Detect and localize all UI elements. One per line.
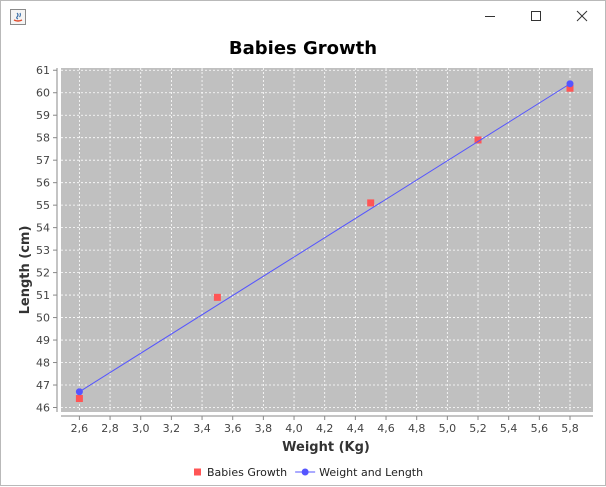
x-axis-label: Weight (Kg) (282, 440, 370, 455)
y-tick-label: 46 (36, 402, 50, 415)
y-tick-label: 52 (36, 267, 50, 280)
chart-panel: Babies Growth 2,6 2,8 3,0 3,2 3,4 3,6 3,8 4,0 4,… (4, 32, 602, 483)
x-tick-label: 2,8 (101, 422, 119, 435)
title-bar[interactable] (1, 1, 605, 31)
y-tick-label: 58 (36, 132, 50, 145)
x-tick-label: 3,4 (193, 422, 211, 435)
data-point-circle (75, 388, 83, 396)
chart-title: Babies Growth (229, 38, 377, 59)
y-tick-label: 50 (36, 312, 50, 325)
y-tick-label: 48 (36, 357, 50, 370)
y-tick-label: 54 (36, 222, 50, 235)
legend-square-swatch (194, 468, 201, 476)
y-tick-label: 49 (36, 334, 50, 347)
x-tick-label: 2,6 (71, 422, 89, 435)
y-tick-label: 56 (36, 177, 50, 190)
maximize-button[interactable] (513, 1, 559, 31)
x-tick-label: 5,6 (531, 422, 549, 435)
x-tick-label: 3,2 (163, 422, 181, 435)
x-tick-label: 5,2 (469, 422, 487, 435)
y-tick-label: 55 (36, 199, 50, 212)
legend-label: Weight and Length (319, 466, 423, 479)
y-tick-label: 47 (36, 379, 50, 392)
data-point-square (566, 84, 574, 92)
x-tick-label: 4,6 (377, 422, 395, 435)
x-tick-label: 5,0 (439, 422, 457, 435)
y-tick-label: 59 (36, 109, 50, 122)
minimize-button[interactable] (467, 1, 513, 31)
close-button[interactable] (559, 1, 605, 31)
data-point-square (367, 199, 375, 207)
x-tick-label: 4,0 (285, 422, 303, 435)
chart-svg: Babies Growth 2,6 2,8 3,0 3,2 3,4 3,6 3,8 4,0 4,… (18, 38, 593, 479)
y-tick-label: 60 (36, 87, 50, 100)
maximize-icon (531, 11, 541, 21)
x-tick-label: 3,8 (255, 422, 273, 435)
y-tick-label: 61 (36, 64, 50, 77)
x-tick-label: 5,4 (500, 422, 518, 435)
x-tick-label: 5,8 (561, 422, 579, 435)
x-tick-label: 3,6 (224, 422, 242, 435)
y-tick-label: 51 (36, 289, 50, 302)
plot-area: 2,6 2,8 3,0 3,2 3,4 3,6 3,8 4,0 4,2 4,4 4,6 4,8 5,0 5… (36, 64, 593, 435)
minimize-icon (485, 16, 495, 17)
series-line (79, 83, 571, 393)
x-tick-label: 3,0 (132, 422, 150, 435)
data-point-square (213, 293, 221, 301)
y-tick-label: 53 (36, 244, 50, 257)
close-icon (576, 10, 588, 22)
data-point-square (474, 136, 482, 144)
y-tick-label: 57 (36, 154, 50, 167)
data-point-square (75, 395, 83, 403)
x-tick-label: 4,4 (347, 422, 365, 435)
x-tick-label: 4,2 (316, 422, 334, 435)
legend: Babies Growth Weight and Length (194, 466, 423, 479)
legend-circle-swatch (301, 468, 309, 476)
legend-label: Babies Growth (207, 466, 287, 479)
java-app-icon[interactable] (10, 9, 26, 25)
y-axis-label: Length (cm) (18, 226, 33, 315)
data-point-circle (566, 80, 574, 88)
x-tick-label: 4,8 (408, 422, 426, 435)
